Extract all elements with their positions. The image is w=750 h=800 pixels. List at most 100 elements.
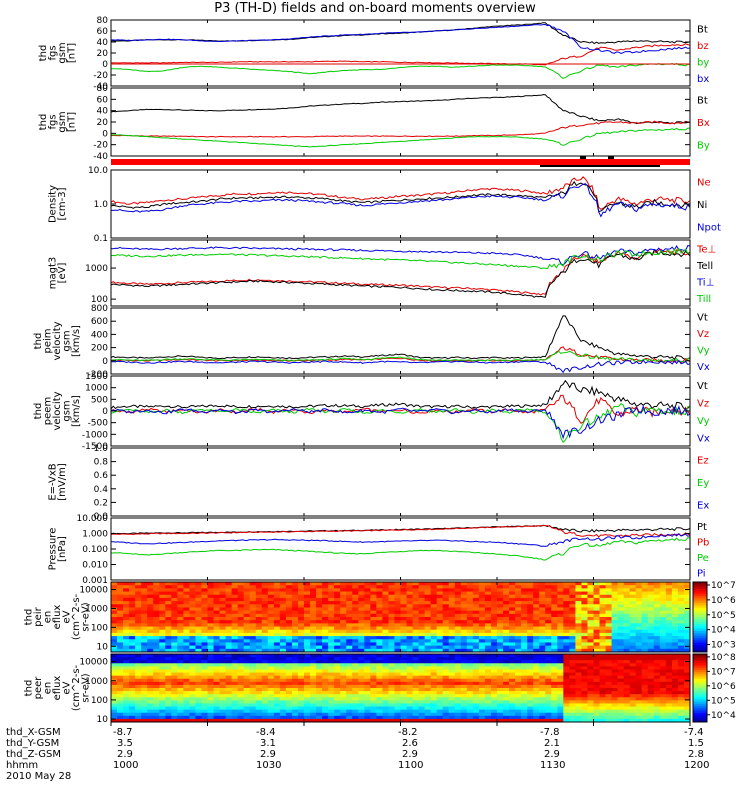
- heatmap-cell: [665, 691, 673, 695]
- heatmap-cell: [291, 639, 299, 643]
- heatmap-cell: [195, 697, 202, 701]
- heatmap-cell: [418, 688, 426, 692]
- heatmap-cell: [533, 629, 540, 634]
- heatmap-cell: [424, 706, 432, 711]
- heatmap-cell: [460, 654, 468, 658]
- heatmap-cell: [364, 663, 371, 667]
- heatmap-cell: [653, 613, 661, 618]
- heatmap-cell: [581, 613, 588, 618]
- heatmap-cell: [647, 588, 655, 592]
- heatmap-cell: [297, 588, 305, 592]
- heatmap-cell: [659, 660, 667, 664]
- heatmap-cell: [358, 718, 365, 723]
- heatmap-cell: [328, 582, 335, 586]
- heatmap-cell: [213, 703, 220, 707]
- heatmap-cell: [515, 588, 522, 592]
- heatmap-cell: [677, 588, 685, 592]
- heatmap-cell: [611, 588, 619, 592]
- heatmap-cell: [394, 706, 401, 711]
- heatmap-cell: [129, 610, 136, 615]
- heatmap-cell: [557, 703, 564, 707]
- heatmap-cell: [551, 681, 558, 686]
- heatmap-cell: [533, 688, 540, 692]
- heatmap-cell: [285, 588, 293, 592]
- heatmap-cell: [201, 672, 208, 677]
- heatmap-cell: [533, 684, 540, 689]
- heatmap-cell: [310, 684, 317, 689]
- heatmap-cell: [183, 594, 190, 599]
- heatmap-cell: [587, 629, 594, 634]
- heatmap-cell: [424, 684, 432, 689]
- heatmap-cell: [611, 703, 619, 707]
- heatmap-cell: [400, 654, 407, 658]
- heatmap-cell: [243, 626, 251, 631]
- heatmap-cell: [340, 709, 347, 714]
- heatmap-cell: [285, 697, 293, 701]
- heatmap-cell: [382, 718, 389, 723]
- heatmap-cell: [177, 607, 184, 612]
- heatmap-cell: [171, 709, 178, 714]
- series-line-Npot: [110, 183, 691, 218]
- heatmap-cell: [388, 657, 395, 661]
- heatmap-cell: [213, 648, 220, 653]
- heatmap-cell: [497, 691, 504, 695]
- y-tick-label: 10.000: [77, 514, 109, 524]
- heatmap-cell: [545, 632, 552, 637]
- heatmap-cell: [593, 642, 600, 647]
- heatmap-cell: [635, 681, 643, 686]
- heatmap-cell: [503, 597, 510, 602]
- heatmap-cell: [400, 613, 407, 618]
- heatmap-cell: [472, 591, 480, 596]
- heatmap-cell: [147, 626, 154, 631]
- heatmap-cell: [159, 613, 166, 618]
- heatmap-cell: [503, 610, 510, 615]
- heatmap-cell: [599, 617, 606, 621]
- heatmap-cell: [515, 613, 522, 618]
- heatmap-cell: [291, 610, 299, 615]
- heatmap-cell: [159, 632, 166, 637]
- heatmap-cell: [279, 620, 287, 624]
- heatmap-cell: [563, 703, 570, 707]
- heatmap-cell: [527, 604, 534, 608]
- heatmap-cell: [545, 626, 552, 631]
- heatmap-cell: [273, 591, 281, 596]
- heatmap-cell: [503, 654, 510, 658]
- footer-row-x: thd_X-GSM -8.7 -8.4 -8.2 -7.8 -7.4: [0, 727, 750, 738]
- heatmap-cell: [219, 703, 226, 707]
- heatmap-cell: [521, 706, 528, 711]
- heatmap-cell: [527, 700, 534, 704]
- heatmap-cell: [490, 678, 498, 683]
- heatmap-cell: [641, 645, 649, 650]
- heatmap-cell: [448, 642, 456, 647]
- heatmap-cell: [147, 604, 154, 608]
- heatmap-cell: [647, 601, 655, 605]
- heatmap-cell: [364, 620, 371, 624]
- heatmap-cell: [460, 626, 468, 631]
- heatmap-cell: [183, 706, 190, 711]
- heatmap-cell: [225, 639, 233, 643]
- heatmap-cell: [647, 706, 655, 711]
- heatmap-cell: [503, 678, 510, 683]
- y-tick-label: 80: [97, 16, 109, 26]
- heatmap-cell: [406, 712, 413, 717]
- heatmap-cell: [153, 582, 160, 586]
- heatmap-cell: [430, 697, 438, 701]
- heatmap-cell: [279, 588, 287, 592]
- heatmap-cell: [225, 709, 233, 714]
- heatmap-cell: [129, 697, 136, 701]
- heatmap-cell: [641, 626, 649, 631]
- colorbar-segment: [693, 642, 707, 646]
- colorbar-segment: [693, 678, 707, 682]
- heatmap-cell: [424, 582, 432, 586]
- heatmap-cell: [213, 657, 220, 661]
- heatmap-cell: [527, 601, 534, 605]
- heatmap-cell: [605, 648, 612, 653]
- heatmap-cell: [129, 684, 136, 689]
- heatmap-cell: [581, 594, 588, 599]
- heatmap-cell: [424, 610, 432, 615]
- heatmap-cell: [352, 591, 359, 596]
- heatmap-cell: [430, 607, 438, 612]
- heatmap-cell: [273, 715, 281, 720]
- heatmap-cell: [557, 706, 564, 711]
- heatmap-cell: [153, 597, 160, 602]
